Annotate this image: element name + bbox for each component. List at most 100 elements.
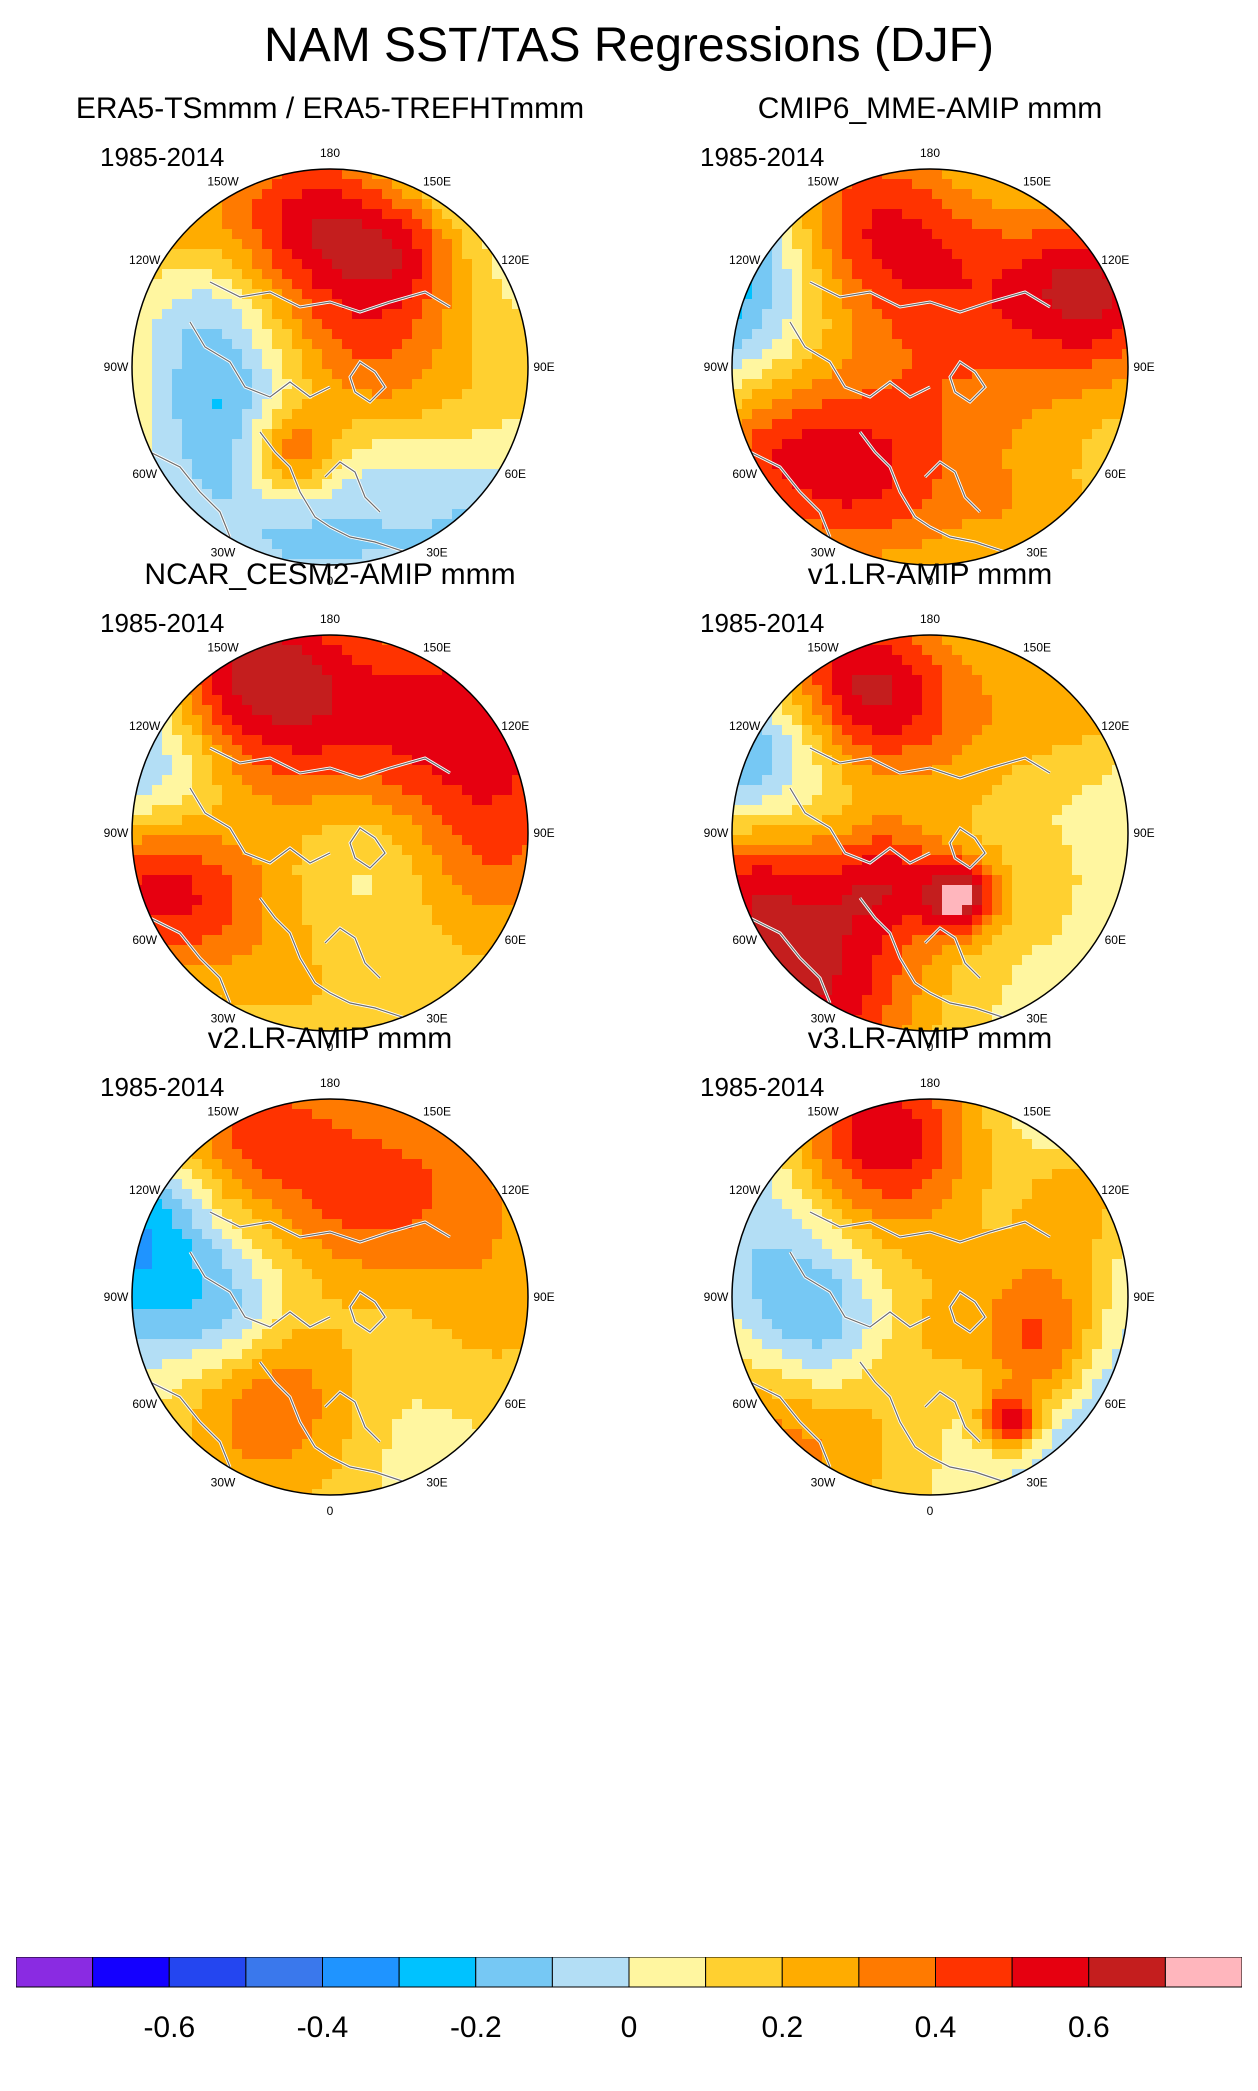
field-cell: [482, 169, 493, 180]
field-cell: [272, 1005, 283, 1016]
field-cell: [382, 645, 393, 656]
field-cell: [242, 745, 253, 756]
field-cell: [302, 199, 313, 210]
field-cell: [272, 855, 283, 866]
field-cell: [152, 319, 163, 330]
field-cell: [192, 369, 203, 380]
field-cell: [132, 449, 143, 460]
field-cell: [1072, 209, 1083, 220]
field-cell: [182, 665, 193, 676]
field-cell: [912, 339, 923, 350]
field-cell: [302, 269, 313, 280]
field-cell: [242, 409, 253, 420]
field-cell: [152, 239, 163, 250]
field-cell: [252, 895, 263, 906]
field-cell: [452, 745, 463, 756]
field-cell: [412, 675, 423, 686]
field-cell: [1112, 309, 1123, 320]
field-cell: [752, 399, 763, 410]
field-cell: [462, 825, 473, 836]
field-cell: [152, 645, 163, 656]
field-cell: [262, 995, 273, 1006]
field-cell: [362, 229, 373, 240]
field-cell: [742, 399, 753, 410]
field-cell: [192, 805, 203, 816]
field-cell: [1062, 239, 1073, 250]
field-cell: [522, 189, 528, 200]
field-cell: [452, 875, 463, 886]
field-cell: [322, 289, 333, 300]
field-cell: [222, 489, 233, 500]
field-cell: [342, 635, 353, 646]
field-cell: [782, 459, 793, 470]
field-cell: [282, 955, 293, 966]
field-cell: [172, 499, 183, 510]
field-cell: [202, 259, 213, 270]
field-cell: [1032, 469, 1043, 480]
field-cell: [202, 945, 213, 956]
field-cell: [272, 199, 283, 210]
field-cell: [462, 925, 473, 936]
field-cell: [172, 429, 183, 440]
field-cell: [952, 369, 963, 380]
field-cell: [752, 369, 763, 380]
field-cell: [162, 645, 173, 656]
field-cell: [442, 655, 453, 666]
field-cell: [972, 489, 983, 500]
field-cell: [942, 655, 953, 666]
field-cell: [942, 279, 953, 290]
field-cell: [312, 635, 323, 646]
field-cell: [372, 865, 383, 876]
field-cell: [442, 529, 453, 540]
field-cell: [972, 229, 983, 240]
field-cell: [932, 499, 943, 510]
field-cell: [972, 499, 983, 510]
field-cell: [1092, 399, 1103, 410]
field-cell: [412, 509, 423, 520]
field-cell: [422, 299, 433, 310]
field-cell: [302, 229, 313, 240]
field-cell: [972, 339, 983, 350]
field-cell: [832, 389, 843, 400]
field-cell: [812, 489, 823, 500]
field-cell: [972, 279, 983, 290]
field-cell: [362, 675, 373, 686]
field-cell: [442, 389, 453, 400]
field-cell: [1082, 179, 1093, 190]
field-cell: [332, 855, 343, 866]
longitude-label: 60W: [732, 467, 757, 481]
field-cell: [952, 499, 963, 510]
field-cell: [1032, 299, 1043, 310]
field-cell: [1052, 519, 1063, 530]
field-cell: [432, 429, 443, 440]
field-cell: [962, 369, 973, 380]
field-cell: [1102, 229, 1113, 240]
field-cell: [212, 239, 223, 250]
field-cell: [392, 835, 403, 846]
coastline: [209, 747, 451, 779]
field-cell: [452, 189, 463, 200]
field-cell: [792, 359, 803, 370]
period-label: 1985-2014: [100, 608, 225, 638]
field-cell: [482, 895, 493, 906]
field-cell: [432, 695, 443, 706]
field-cell: [222, 675, 233, 686]
field-cell: [882, 359, 893, 370]
field-cell: [522, 519, 528, 530]
field-cell: [852, 409, 863, 420]
field-cell: [252, 845, 263, 856]
field-cell: [812, 419, 823, 430]
field-cell: [262, 945, 273, 956]
field-cell: [1042, 329, 1053, 340]
field-cell: [392, 655, 403, 666]
field-cell: [952, 329, 963, 340]
field-cell: [252, 965, 263, 976]
field-cell: [272, 379, 283, 390]
field-cell: [192, 905, 203, 916]
field-cell: [442, 985, 453, 996]
field-cell: [132, 825, 143, 836]
field-cell: [862, 489, 873, 500]
field-cell: [172, 449, 183, 460]
field-cell: [922, 309, 933, 320]
field-cell: [1012, 379, 1023, 390]
